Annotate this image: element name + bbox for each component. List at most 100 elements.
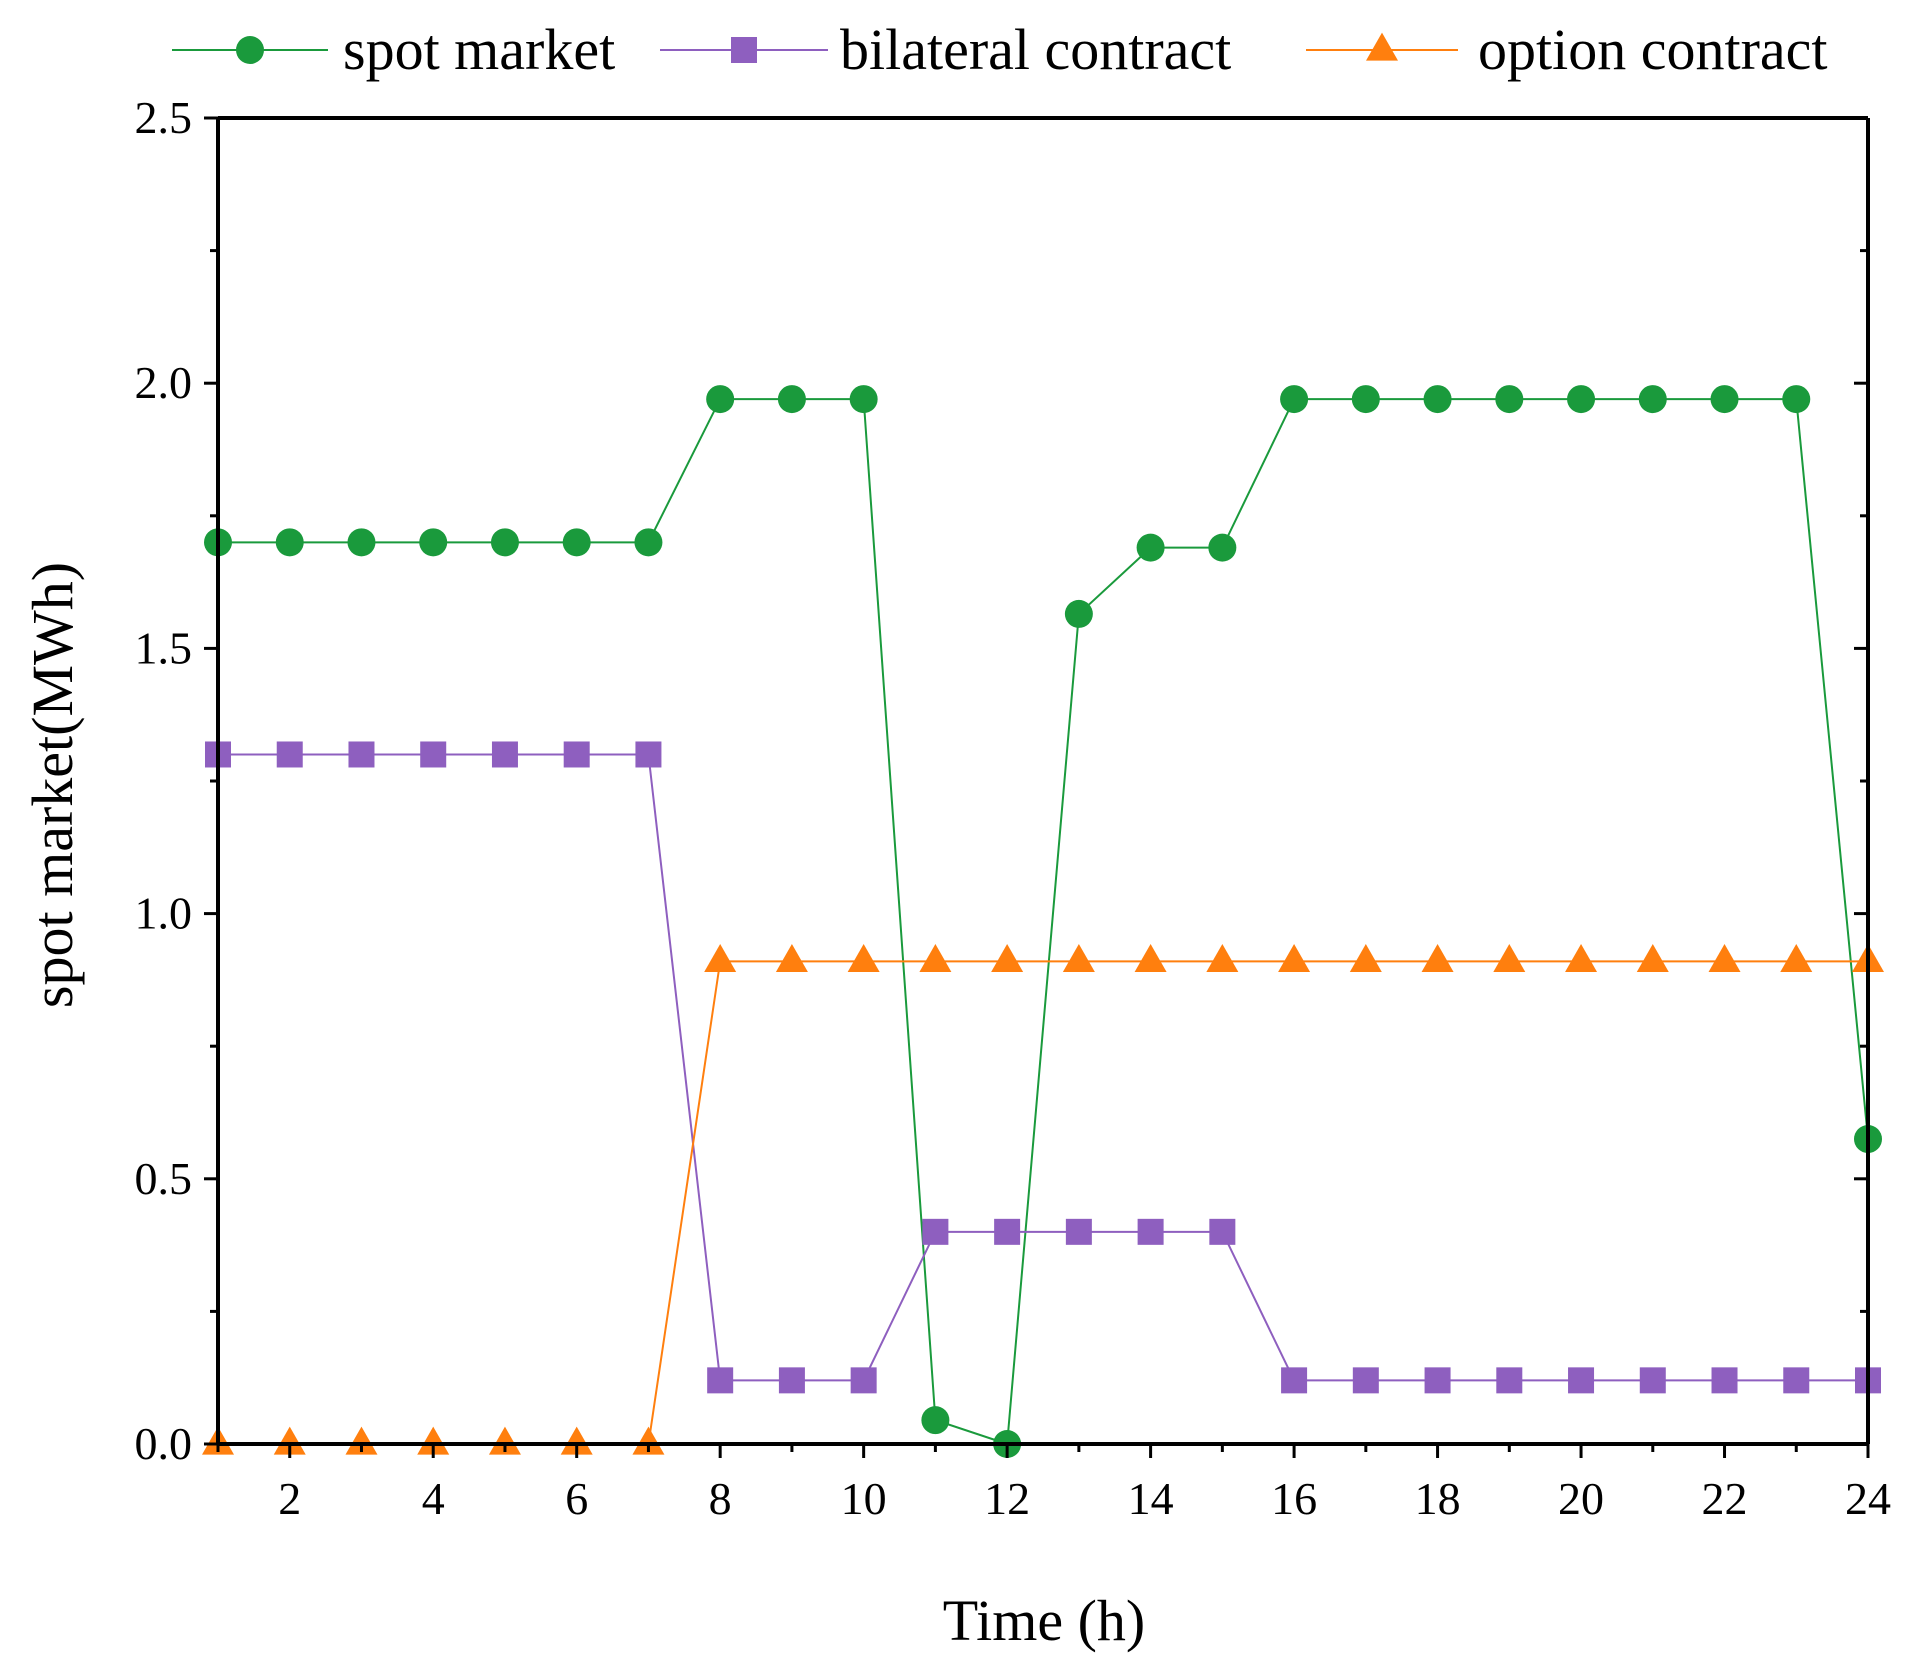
data-point-option-contract-15 [1206,943,1239,972]
data-point-option-contract-12 [991,943,1024,972]
data-point-option-contract-22 [1708,943,1741,972]
y-tick-label-1.0: 1.0 [135,888,193,939]
x-tick-label-20: 20 [1558,1473,1604,1524]
data-point-spot-market-10 [849,385,878,414]
data-point-bilateral-contract-5 [491,741,518,768]
legend-marker-bilateral-contract [731,37,757,63]
data-point-option-contract-6 [560,1426,593,1455]
data-point-spot-market-23 [1782,385,1811,414]
data-point-spot-market-22 [1710,385,1739,414]
legend-label-spot-market: spot market [343,17,615,82]
data-point-spot-market-18 [1423,385,1452,414]
x-tick-label-24: 24 [1845,1473,1891,1524]
data-point-option-contract-9 [775,943,808,972]
axes-layer: 2 4 6 8 10 12 14 16 18 20 22 240.00.51.01.52.02.5 [135,92,1892,1524]
data-point-spot-market-15 [1208,533,1237,562]
series-layer [202,385,1884,1458]
data-point-option-contract-18 [1421,943,1454,972]
data-point-option-contract-21 [1636,943,1669,972]
data-point-bilateral-contract-14 [1137,1218,1164,1245]
data-point-spot-market-4 [419,528,448,557]
y-tick-label-2.0: 2.0 [135,357,193,408]
data-point-bilateral-contract-18 [1424,1367,1451,1394]
x-tick-label-6: 6 [565,1473,588,1524]
data-point-option-contract-20 [1565,943,1598,972]
data-point-bilateral-contract-17 [1352,1367,1379,1394]
data-point-option-contract-2 [273,1426,306,1455]
data-point-option-contract-13 [1062,943,1095,972]
y-tick-label-2.5: 2.5 [135,92,193,143]
data-point-spot-market-9 [777,385,806,414]
legend-item-option-contract: option contract [1306,17,1828,82]
series-option-contract [202,943,1884,1455]
data-point-option-contract-5 [488,1426,521,1455]
series-bilateral-contract [205,741,1881,1394]
data-point-option-contract-17 [1349,943,1382,972]
data-point-spot-market-20 [1567,385,1596,414]
legend-marker-spot-market [236,36,264,64]
data-point-bilateral-contract-16 [1281,1367,1308,1394]
data-point-option-contract-16 [1278,943,1311,972]
legend-label-bilateral-contract: bilateral contract [840,17,1231,82]
data-point-option-contract-10 [847,943,880,972]
data-point-bilateral-contract-22 [1711,1367,1738,1394]
data-point-spot-market-5 [490,528,519,557]
data-point-spot-market-7 [634,528,663,557]
data-point-bilateral-contract-4 [420,741,447,768]
x-tick-label-14: 14 [1128,1473,1174,1524]
data-point-spot-market-8 [706,385,735,414]
data-point-bilateral-contract-15 [1209,1218,1236,1245]
x-tick-label-10: 10 [841,1473,887,1524]
data-point-bilateral-contract-10 [850,1367,877,1394]
x-axis-title: Time (h) [943,1588,1146,1653]
data-point-bilateral-contract-9 [778,1367,805,1394]
y-tick-label-0.5: 0.5 [135,1153,193,1204]
data-point-option-contract-3 [345,1426,378,1455]
x-tick-label-18: 18 [1415,1473,1461,1524]
data-point-bilateral-contract-21 [1639,1367,1666,1394]
y-tick-label-1.5: 1.5 [135,622,193,673]
legend-item-bilateral-contract: bilateral contract [660,17,1231,82]
data-point-bilateral-contract-6 [563,741,590,768]
data-point-bilateral-contract-23 [1783,1367,1810,1394]
x-tick-label-12: 12 [984,1473,1030,1524]
y-tick-label-0.0: 0.0 [135,1418,193,1469]
data-point-option-contract-11 [919,943,952,972]
data-point-option-contract-19 [1493,943,1526,972]
data-point-option-contract-14 [1134,943,1167,972]
data-point-spot-market-6 [562,528,591,557]
data-point-option-contract-23 [1780,943,1813,972]
data-point-spot-market-3 [347,528,376,557]
y-axis-title: spot market(MWh) [20,562,85,1008]
data-point-bilateral-contract-12 [994,1218,1021,1245]
data-point-spot-market-14 [1136,533,1165,562]
x-tick-label-8: 8 [709,1473,732,1524]
x-tick-label-16: 16 [1271,1473,1317,1524]
data-point-option-contract-4 [417,1426,450,1455]
data-point-bilateral-contract-11 [922,1218,949,1245]
data-point-bilateral-contract-2 [276,741,303,768]
data-point-bilateral-contract-7 [635,741,662,768]
legend-label-option-contract: option contract [1478,17,1828,82]
data-point-spot-market-11 [921,1406,950,1435]
x-tick-label-4: 4 [422,1473,445,1524]
legend-marker-option-contract [1366,32,1398,61]
data-point-bilateral-contract-13 [1065,1218,1092,1245]
legend-item-spot-market: spot market [172,17,615,82]
series-spot-market [204,385,1882,1458]
data-point-spot-market-13 [1064,599,1093,628]
data-point-bilateral-contract-3 [348,741,375,768]
data-point-spot-market-19 [1495,385,1524,414]
data-point-spot-market-21 [1638,385,1667,414]
data-point-spot-market-17 [1351,385,1380,414]
data-point-bilateral-contract-20 [1568,1367,1595,1394]
legend: spot market bilateral contract option cont… [172,17,1828,82]
data-point-bilateral-contract-19 [1496,1367,1523,1394]
x-tick-label-2: 2 [278,1473,301,1524]
data-point-bilateral-contract-8 [707,1367,734,1394]
data-point-spot-market-2 [275,528,304,557]
data-point-spot-market-16 [1280,385,1309,414]
data-point-option-contract-8 [704,943,737,972]
